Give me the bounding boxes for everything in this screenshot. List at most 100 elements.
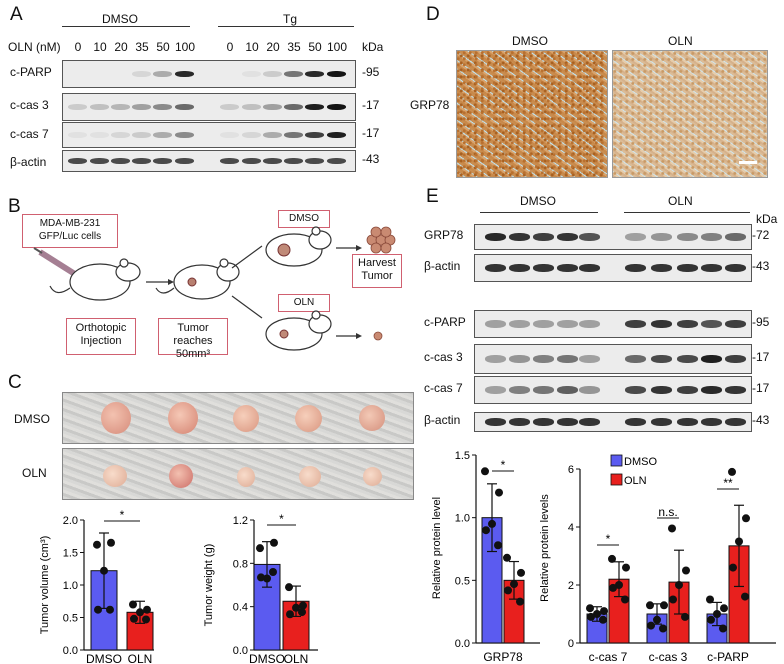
blot-band [485,418,506,426]
tumor-image [237,467,255,487]
blot-band [175,158,194,164]
a-dose-tick: 0 [226,40,234,54]
e-kda: kDa [756,212,778,226]
a-group-dmso: DMSO [102,12,138,26]
y-tick-label: 0.5 [63,613,78,625]
data-point [106,605,114,614]
blot-band [677,418,698,426]
blot-band [132,158,151,164]
mouse-icon [49,258,141,301]
data-point [298,608,306,617]
y-tick-label: 2 [568,580,574,592]
data-point [653,615,661,624]
blot-band [509,355,530,363]
panel-d-label: D [426,4,440,25]
tumor-dot-icon [279,329,289,339]
blot-band [725,320,746,328]
blot-band [68,132,87,138]
western-blot-strip [474,254,752,282]
blot-band [153,132,172,138]
y-tick-label: 1.5 [455,450,470,462]
y-tick-label: 1.2 [233,515,248,527]
data-point [741,592,749,601]
d-dmso: DMSO [512,34,548,48]
blot-band [651,355,672,363]
data-point [270,538,278,547]
x-tick-label: c-cas 7 [589,650,628,664]
a-dose-tick: 100 [174,40,196,54]
blot-band [111,104,130,110]
a-row-label: c-cas 3 [10,98,49,112]
blot-band [68,158,87,164]
x-tick-label: GRP78 [483,650,523,664]
blot-band [68,104,87,110]
x-tick-label: DMSO [86,652,122,664]
blot-band [175,71,194,77]
data-point [713,610,721,618]
significance-label: n.s. [658,505,677,519]
western-blot-strip [474,376,752,404]
blot-band [651,418,672,426]
e-marker: -43 [752,259,770,273]
a-dose-label: OLN (nM) [8,40,61,54]
e-row-label: β-actin [424,259,461,273]
y-tick-label: 0.8 [233,558,248,570]
data-point [742,514,750,523]
data-point [615,581,623,589]
blot-band [677,233,698,241]
blot-band [579,418,600,426]
e-row-label: β-actin [424,413,461,427]
y-tick-label: 0.4 [233,602,248,614]
blot-band [651,386,672,394]
data-point [609,583,617,592]
blot-band [111,132,130,138]
a-dose-tick: 10 [245,40,259,54]
blot-band [327,132,346,138]
a-dose-tick: 20 [266,40,280,54]
blot-band [263,104,282,110]
tumor-dot-icon [277,243,291,257]
data-point [143,605,151,614]
data-point [719,624,727,633]
panel-c-label: C [8,372,22,393]
data-point [728,467,736,476]
tumor-photo-oln [62,448,414,500]
blot-band [533,355,554,363]
blot-band [509,320,530,328]
blot-band [175,104,194,110]
blot-band [557,320,578,328]
e-marker: -72 [752,228,770,242]
data-point [510,580,518,589]
blot-band [111,158,130,164]
data-point [681,612,689,621]
panel-e-label: E [426,186,439,207]
blot-band [242,71,261,77]
blot-band [557,355,578,363]
b-dmso-box: DMSO [278,210,330,228]
blot-band [132,71,151,77]
x-tick-label: DMSO [249,652,285,664]
y-tick-label: 4 [568,522,574,534]
b-harvest-box: Harvest Tumor [352,254,402,288]
blot-band [701,386,722,394]
data-point [682,566,690,575]
legend-swatch-dmso [610,454,623,467]
a-marker: -17 [362,98,380,112]
harvested-tumor-large-icon [366,226,396,254]
blot-band [677,355,698,363]
blot-band [579,355,600,363]
e-row-label: c-cas 7 [424,381,463,395]
blot-band [509,233,530,241]
blot-band [509,386,530,394]
blot-band [153,104,172,110]
legend-label-oln: OLN [624,475,647,487]
data-point [707,615,715,624]
blot-band [625,233,646,241]
d-oln: OLN [668,34,693,48]
b-step1-box: Orthotopic Injection [66,318,136,355]
blot-band [90,158,109,164]
blot-band [90,71,109,77]
significance-label: * [279,512,284,526]
data-point [263,574,271,583]
